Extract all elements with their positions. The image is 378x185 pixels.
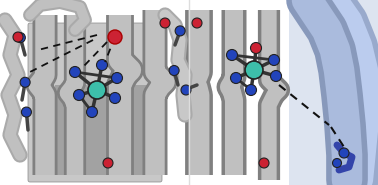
Circle shape	[73, 90, 85, 100]
Circle shape	[251, 43, 262, 53]
Circle shape	[181, 85, 191, 95]
Circle shape	[245, 61, 263, 79]
Circle shape	[160, 18, 170, 28]
Circle shape	[70, 66, 81, 78]
Circle shape	[268, 55, 279, 65]
Circle shape	[112, 73, 122, 83]
Circle shape	[96, 60, 107, 70]
Circle shape	[226, 50, 237, 60]
Circle shape	[245, 85, 257, 95]
Circle shape	[13, 32, 23, 42]
Circle shape	[259, 158, 269, 168]
Circle shape	[88, 81, 106, 99]
Circle shape	[333, 159, 341, 167]
Circle shape	[231, 73, 242, 83]
Circle shape	[339, 148, 349, 158]
Circle shape	[175, 26, 185, 36]
Circle shape	[15, 33, 25, 43]
Circle shape	[22, 107, 31, 117]
Polygon shape	[55, 85, 160, 175]
FancyBboxPatch shape	[289, 0, 378, 185]
Circle shape	[20, 77, 30, 87]
Circle shape	[110, 92, 121, 103]
Circle shape	[87, 107, 98, 117]
Circle shape	[103, 158, 113, 168]
FancyBboxPatch shape	[28, 23, 162, 182]
Circle shape	[192, 18, 202, 28]
Circle shape	[108, 30, 122, 44]
Circle shape	[271, 70, 282, 82]
Circle shape	[169, 65, 179, 75]
Polygon shape	[55, 85, 160, 175]
